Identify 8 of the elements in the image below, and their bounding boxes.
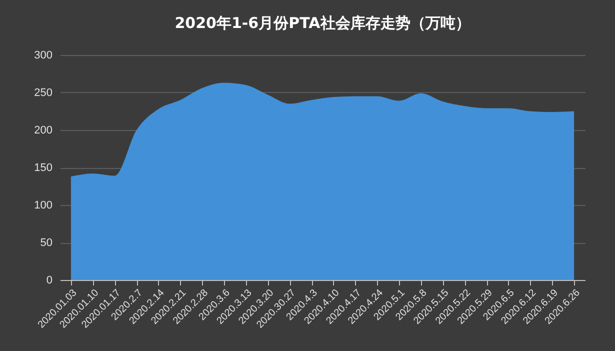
chart-title: 2020年1-6月份PTA社会库存走势（万吨） — [174, 14, 470, 32]
y-tick-label: 300 — [34, 50, 52, 62]
y-tick-label: 0 — [46, 274, 52, 286]
y-tick-label: 50 — [40, 237, 52, 249]
y-tick-label: 250 — [34, 87, 52, 99]
y-tick-label: 200 — [34, 124, 52, 136]
y-tick-label: 150 — [34, 162, 52, 174]
y-tick-label: 100 — [34, 200, 52, 212]
